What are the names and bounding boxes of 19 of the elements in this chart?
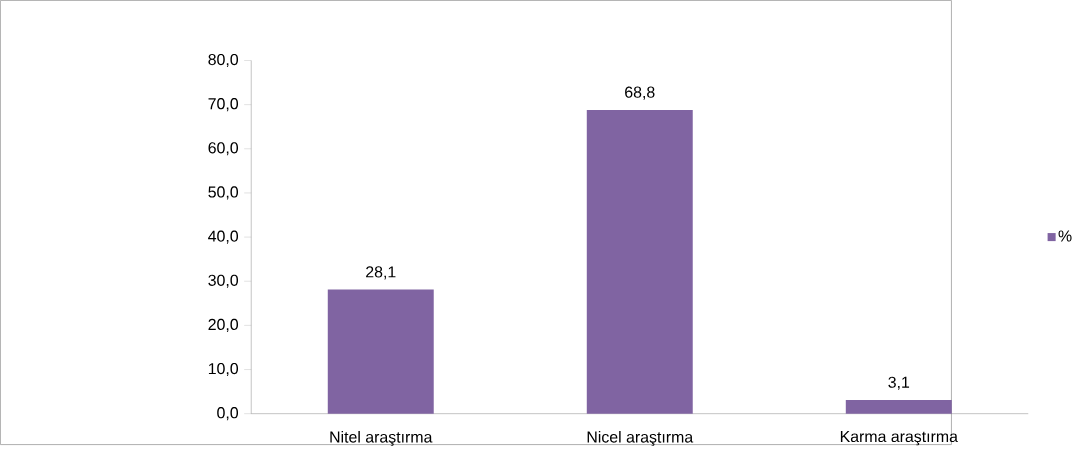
y-tick-label: 20,0 <box>208 318 239 332</box>
y-tick-label: 0,0 <box>217 407 239 421</box>
y-tick-label: 60,0 <box>208 142 239 156</box>
data-label: 3,1 <box>888 376 910 390</box>
y-tick-label: 80,0 <box>208 53 239 67</box>
bar <box>327 289 434 414</box>
y-tick-label: 40,0 <box>208 230 239 244</box>
bar <box>586 109 693 414</box>
y-tick-label: 30,0 <box>208 274 239 288</box>
y-tick-label: 50,0 <box>208 186 239 200</box>
y-tick-label: 10,0 <box>208 362 239 377</box>
legend-label: % <box>1058 230 1072 242</box>
data-label: 28,1 <box>366 266 396 280</box>
x-tick-label: Nitel araştırma <box>330 430 433 446</box>
data-label: 68,8 <box>625 86 655 100</box>
x-tick-label: Karma araştırma <box>840 430 958 446</box>
y-tick-label: 70,0 <box>208 97 239 112</box>
bar <box>845 399 952 414</box>
x-tick-label: Nicel araştırma <box>587 430 694 446</box>
